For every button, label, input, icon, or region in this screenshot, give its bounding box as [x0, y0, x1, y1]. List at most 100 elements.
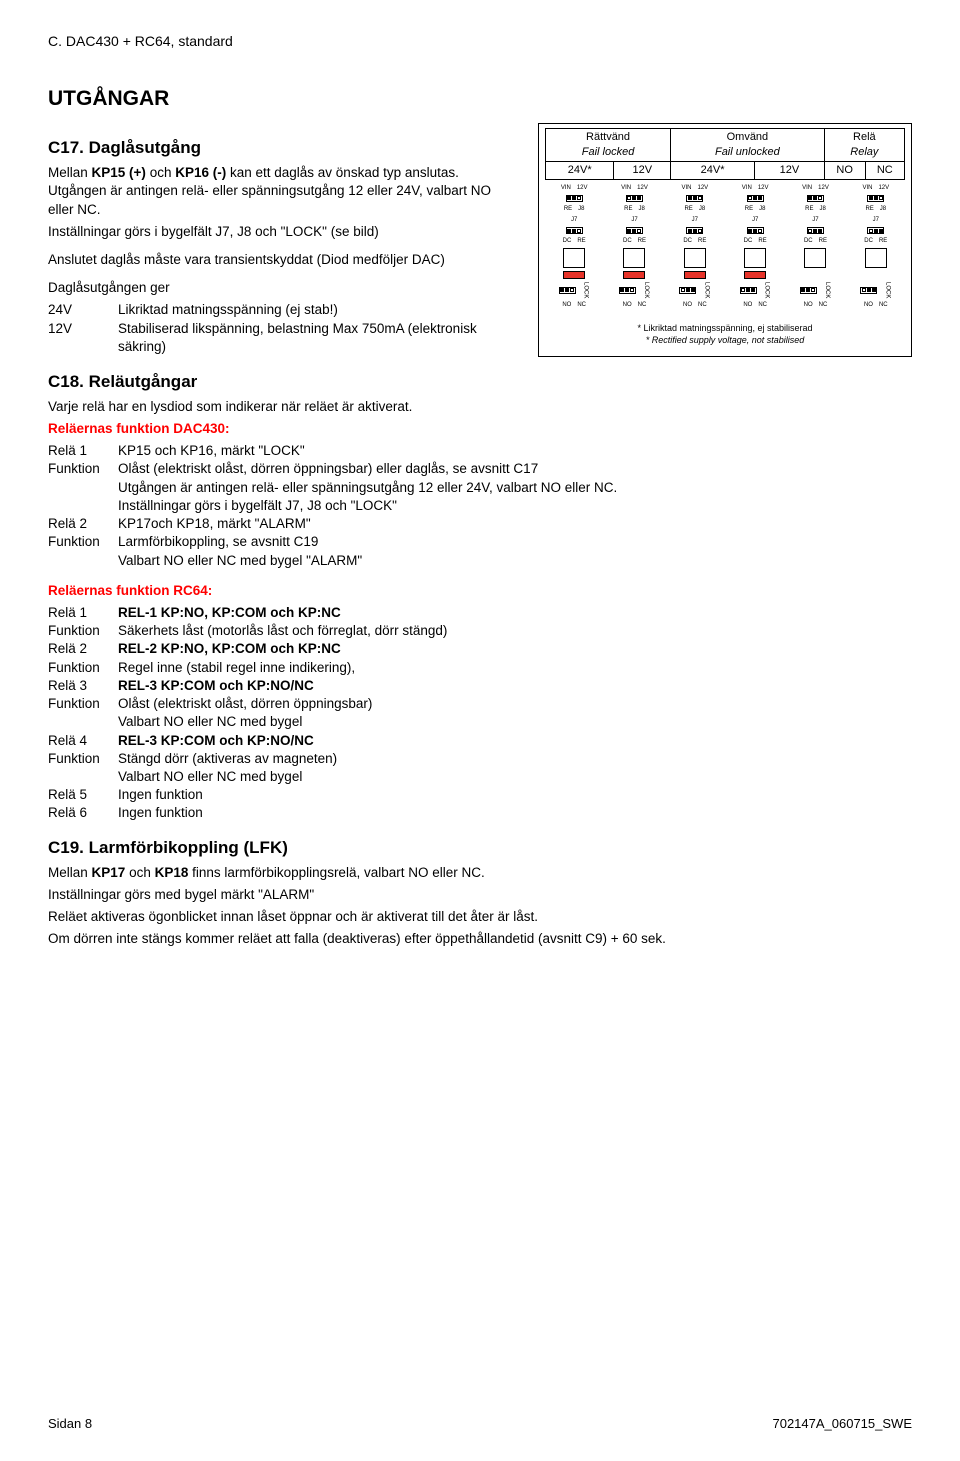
page-footer: Sidan 8 702147A_060715_SWE — [48, 1415, 912, 1433]
th-omvand: Omvänd Fail unlocked — [671, 129, 825, 162]
th-r1b: Fail locked — [582, 146, 635, 158]
col-2: 24V* — [671, 161, 755, 179]
c19-p3: Reläet aktiveras ögonblicket innan låset… — [48, 908, 912, 926]
rc2-l: Relä 2 — [48, 640, 118, 658]
c17-p2: Inställningar görs i bygelfält J7, J8 oc… — [48, 223, 518, 241]
rc6-l: Relä 6 — [48, 804, 118, 822]
diagram-cells: VIN12VREJ8J7DCRELOCKNONCVIN12VREJ8J7DCRE… — [545, 184, 905, 310]
jumper-col-5: VIN12VREJ8J7DCRELOCKNONC — [847, 184, 905, 310]
c19-p2: Inställningar görs med bygel märkt "ALAR… — [48, 886, 912, 904]
f2-l: Funktion — [48, 533, 118, 569]
rcf3-v: Olåst (elektriskt olåst, dörren öppnings… — [118, 695, 372, 731]
c19-title: C19. Larmförbikoppling (LFK) — [48, 837, 912, 860]
th-r3: Relä — [853, 131, 876, 143]
c17-12v-value: Stabiliserad likspänning, belastning Max… — [118, 320, 518, 356]
c17-p1a: Mellan — [48, 165, 92, 180]
diagram-header-table: RättvändFail locked OmvändFail unlocked … — [545, 128, 905, 180]
rcf3-l: Funktion — [48, 695, 118, 731]
c17-12v-label: 12V — [48, 320, 118, 356]
c19-p1d: KP18 — [155, 865, 189, 880]
two-column-layout: C17. Daglåsutgång Mellan KP15 (+) och KP… — [48, 123, 912, 357]
c17-p1c: och — [146, 165, 175, 180]
jumper-col-1: VIN12VREJ8J7DCRELOCKNONC — [605, 184, 663, 310]
foot1: * Likriktad matningsspänning, ej stabili… — [637, 323, 812, 333]
rc3-v: REL-3 KP:COM och KP:NO/NC — [118, 678, 314, 693]
diagram-led-2 — [684, 271, 706, 279]
f1-l: Funktion — [48, 460, 118, 515]
diagram-led-0 — [563, 271, 585, 279]
c19-p1a: Mellan — [48, 865, 92, 880]
col-1: 12V — [614, 161, 671, 179]
th-r2: Omvänd — [727, 131, 769, 143]
c18-title: C18. Reläutgångar — [48, 371, 912, 394]
rc1-l: Relä 1 — [48, 604, 118, 622]
th-r3b: Relay — [850, 146, 878, 158]
heading-utgangar: UTGÅNGAR — [48, 85, 912, 113]
diagram-block-3 — [744, 248, 766, 268]
c18-rc-title: Reläernas funktion RC64: — [48, 582, 912, 600]
th-r1: Rättvänd — [586, 131, 630, 143]
c17-p4: Daglåsutgången ger — [48, 279, 518, 297]
diagram-block-2 — [684, 248, 706, 268]
f1-v: Olåst (elektriskt olåst, dörren öppnings… — [118, 460, 617, 515]
c18-dac-title: Reläernas funktion DAC430: — [48, 420, 912, 438]
diagram-block-0 — [563, 248, 585, 268]
jumper-col-0: VIN12VREJ8J7DCRELOCKNONC — [545, 184, 603, 310]
c17-24v-value: Likriktad matningsspänning (ej stab!) — [118, 301, 518, 319]
rc5-l: Relä 5 — [48, 786, 118, 804]
c17-p3: Anslutet daglås måste vara transientskyd… — [48, 251, 518, 269]
diagram-block-5 — [865, 248, 887, 268]
jumper-col-4: VIN12VREJ8J7DCRELOCKNONC — [786, 184, 844, 310]
c19-p4: Om dörren inte stängs kommer reläet att … — [48, 930, 912, 948]
rc2-v: REL-2 KP:NO, KP:COM och KP:NC — [118, 641, 341, 656]
col-3: 12V — [755, 161, 825, 179]
c17-p1b: KP15 (+) — [92, 165, 146, 180]
c17-row-12v: 12V Stabiliserad likspänning, belastning… — [48, 320, 518, 356]
rc6-v: Ingen funktion — [118, 804, 203, 822]
jumper-col-2: VIN12VREJ8J7DCRELOCKNONC — [666, 184, 724, 310]
diagram-block-1 — [623, 248, 645, 268]
diagram-led-3 — [744, 271, 766, 279]
th-r2b: Fail unlocked — [715, 146, 780, 158]
f2-v: Larmförbikoppling, se avsnitt C19 Valbar… — [118, 533, 362, 569]
rc1-v: REL-1 KP:NO, KP:COM och KP:NC — [118, 605, 341, 620]
rcf4-v: Stängd dörr (aktiveras av magneten) Valb… — [118, 750, 337, 786]
col-5: NC — [865, 161, 904, 179]
c17-24v-label: 24V — [48, 301, 118, 319]
r1-l: Relä 1 — [48, 442, 118, 460]
diagram-led-1 — [623, 271, 645, 279]
th-rela: Relä Relay — [824, 129, 904, 162]
rc4-v: REL-3 KP:COM och KP:NO/NC — [118, 733, 314, 748]
c19-p1c: och — [125, 865, 154, 880]
jumper-col-3: VIN12VREJ8J7DCRELOCKNONC — [726, 184, 784, 310]
diagram-block-4 — [804, 248, 826, 268]
footer-left: Sidan 8 — [48, 1415, 92, 1433]
c19-p1b: KP17 — [92, 865, 126, 880]
left-column: C17. Daglåsutgång Mellan KP15 (+) och KP… — [48, 123, 518, 356]
rc5-v: Ingen funktion — [118, 786, 203, 804]
th-rattvand: Rättvänd Fail locked — [546, 129, 671, 162]
jumper-diagram: RättvändFail locked OmvändFail unlocked … — [538, 123, 912, 357]
r2-l: Relä 2 — [48, 515, 118, 533]
c17-p1: Mellan KP15 (+) och KP16 (-) kan ett dag… — [48, 164, 518, 219]
c17-title: C17. Daglåsutgång — [48, 137, 518, 160]
diagram-footnote: * Likriktad matningsspänning, ej stabili… — [545, 322, 905, 346]
c17-p1d: KP16 (-) — [175, 165, 226, 180]
rcf2-l: Funktion — [48, 659, 118, 677]
rc4-l: Relä 4 — [48, 732, 118, 750]
page: C. DAC430 + RC64, standard UTGÅNGAR C17.… — [0, 0, 960, 1461]
c18-intro: Varje relä har en lysdiod som indikerar … — [48, 398, 912, 416]
rcf4-l: Funktion — [48, 750, 118, 786]
right-column: RättvändFail locked OmvändFail unlocked … — [538, 123, 912, 357]
rcf1-l: Funktion — [48, 622, 118, 640]
rcf1-v: Säkerhets låst (motorlås låst och förreg… — [118, 622, 447, 640]
foot2: * Rectified supply voltage, not stabilis… — [545, 334, 905, 346]
c17-row-24v: 24V Likriktad matningsspänning (ej stab!… — [48, 301, 518, 319]
c19-p1: Mellan KP17 och KP18 finns larmförbikopp… — [48, 864, 912, 882]
footer-right: 702147A_060715_SWE — [772, 1415, 912, 1433]
rcf2-v: Regel inne (stabil regel inne indikering… — [118, 659, 355, 677]
top-title: C. DAC430 + RC64, standard — [48, 32, 912, 51]
r1-v: KP15 och KP16, märkt "LOCK" — [118, 442, 305, 460]
r2-v: KP17och KP18, märkt "ALARM" — [118, 515, 311, 533]
rc3-l: Relä 3 — [48, 677, 118, 695]
